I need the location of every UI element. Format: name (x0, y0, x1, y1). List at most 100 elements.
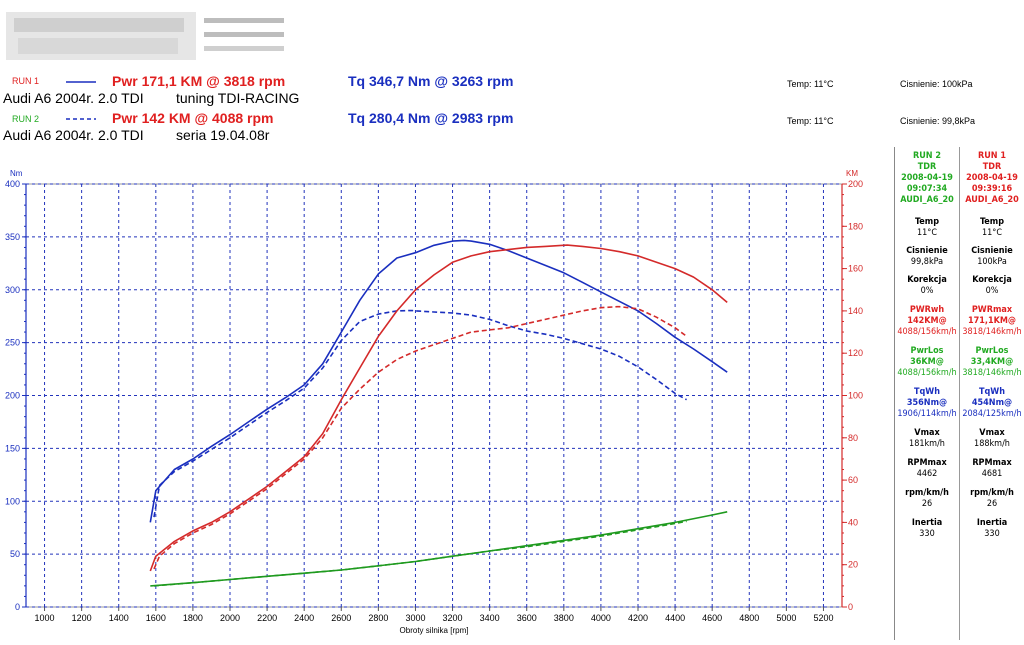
right-tick-label: 60 (848, 475, 858, 485)
run2-inertia-label: Inertia (911, 518, 943, 528)
x-tick-label: 1400 (109, 613, 129, 623)
right-tick-label: 160 (848, 264, 863, 274)
run1-car: Audi A6 2004r. 2.0 TDI (3, 90, 144, 106)
x-tick-label: 4600 (702, 613, 722, 623)
left-tick-label: 350 (5, 232, 20, 242)
run1-torque: Tq 346,7 Nm @ 3263 rpm (348, 73, 514, 89)
series-line (149, 244, 728, 572)
x-tick-label: 3400 (480, 613, 500, 623)
series-line (153, 520, 687, 587)
run1-temp-value: 11°C (981, 228, 1002, 238)
run2-power: Pwr 142 KM @ 4088 rpm (112, 110, 274, 126)
run1-inertia-value: 330 (984, 529, 1000, 539)
run1-rpm-value: 4681 (981, 469, 1003, 479)
series-line (153, 305, 688, 570)
run2-pressure: Cisnienie: 99,8kPa (900, 116, 976, 126)
right-tick-label: 140 (848, 306, 863, 316)
x-tick-label: 4800 (739, 613, 759, 623)
run1-pwr-value: 171,1KM@ (967, 316, 1017, 326)
x-tick-label: 4200 (628, 613, 648, 623)
x-tick-label: 4000 (591, 613, 611, 623)
run1-pwr-label: PWRmax (971, 305, 1013, 315)
x-tick-label: 2000 (220, 613, 240, 623)
run2-note: seria 19.04.08r (176, 127, 270, 143)
x-tick-label: 2200 (257, 613, 277, 623)
run2-panel-date: 2008-04-19 (901, 173, 953, 183)
run2-kor-label: Korekcja (907, 275, 947, 285)
dyno-chart: 1000 1200 1400 1600 1800 2000 2200 2400 2600 2800… (5, 169, 863, 635)
x-tick-label: 3200 (443, 613, 463, 623)
x-tick-label: 5000 (776, 613, 796, 623)
run2-rpm-label: RPMmax (907, 458, 947, 468)
run1-vmax-value: 188km/h (974, 439, 1010, 449)
run2-rpm-value: 4462 (916, 469, 938, 479)
x-tick-label: 3600 (517, 613, 537, 623)
tdi-racing-logo (4, 8, 290, 64)
run2-panel-time: 09:07:34 (906, 184, 948, 194)
series-line (150, 511, 728, 587)
run1-solid-line-icon (66, 81, 96, 83)
run2-los-at: 4088/156km/h (897, 368, 957, 378)
run2-torque: Tq 280,4 Nm @ 2983 rpm (348, 110, 514, 126)
run2-vmax-value: 181km/h (909, 439, 945, 449)
run1-rpm-label: RPMmax (972, 458, 1012, 468)
run2-dashed-line-icon (66, 118, 96, 120)
run2-ratio-label: rpm/km/h (905, 488, 949, 498)
stats-panel: RUN 2 TDR 2008-04-19 09:07:34 AUDI_A6_20… (894, 147, 1024, 640)
run1-panel-time: 09:39:16 (971, 184, 1013, 194)
run1-power: Pwr 171,1 KM @ 3818 rpm (112, 73, 286, 89)
run1-panel-date: 2008-04-19 (966, 173, 1018, 183)
right-tick-label: 100 (848, 391, 863, 401)
left-unit-label: Nm (10, 169, 23, 178)
run2-stats-column: RUN 2 TDR 2008-04-19 09:07:34 AUDI_A6_20… (895, 147, 960, 640)
run1-temp-label: Temp (979, 217, 1005, 227)
run2-vmax-label: Vmax (914, 428, 940, 438)
run2-tq-label: TqWh (913, 387, 941, 397)
right-unit-label: KM (846, 169, 858, 178)
run2-los-label: PwrLos (910, 346, 944, 356)
run2-los-value: 36KM@ (910, 357, 944, 367)
right-tick-label: 40 (848, 517, 858, 527)
left-tick-label: 300 (5, 285, 20, 295)
run1-panel-file: AUDI_A6_20 (965, 195, 1019, 205)
run2-tq-value: 356Nm@ (906, 398, 948, 408)
right-tick-label: 180 (848, 221, 863, 231)
x-axis-label: Obroty silnika [rpm] (400, 626, 469, 635)
run1-vmax-label: Vmax (979, 428, 1005, 438)
run2-car: Audi A6 2004r. 2.0 TDI (3, 127, 144, 143)
left-tick-label: 250 (5, 338, 20, 348)
run1-pressure: Cisnienie: 100kPa (900, 79, 973, 89)
x-tick-label: 5200 (813, 613, 833, 623)
run1-tq-label: TqWh (978, 387, 1006, 397)
run2-pwr-at: 4088/156km/h (897, 327, 957, 337)
right-tick-label: 80 (848, 433, 858, 443)
x-tick-label: 1600 (146, 613, 166, 623)
x-tick-label: 3000 (405, 613, 425, 623)
run2-press-value: 99,8kPa (910, 257, 944, 267)
run2-pwr-label: PWRwh (909, 305, 945, 315)
run2-label: RUN 2 (12, 114, 40, 124)
run2-temp-value: 11°C (916, 228, 937, 238)
right-tick-label: 120 (848, 348, 863, 358)
dyno-chart-frame: 1000 1200 1400 1600 1800 2000 2200 2400 2600 2800… (0, 147, 894, 640)
run2-kor-value: 0% (920, 286, 934, 296)
run2-panel-tdr: TDR (917, 162, 937, 172)
left-tick-label: 400 (5, 179, 20, 189)
run1-ratio-value: 26 (986, 499, 998, 509)
run2-press-label: Cisnienie (906, 246, 948, 256)
run2-panel-title: RUN 2 (912, 151, 942, 161)
left-tick-label: 100 (5, 496, 20, 506)
run1-stats-column: RUN 1 TDR 2008-04-19 09:39:16 AUDI_A6_20… (960, 147, 1024, 640)
run2-panel-file: AUDI_A6_20 (900, 195, 954, 205)
x-tick-label: 1800 (183, 613, 203, 623)
right-tick-label: 200 (848, 179, 863, 189)
run1-panel-tdr: TDR (982, 162, 1002, 172)
run2-ratio-value: 26 (921, 499, 933, 509)
run1-inertia-label: Inertia (976, 518, 1008, 528)
left-tick-label: 200 (5, 391, 20, 401)
right-tick-label: 0 (848, 602, 853, 612)
x-tick-label: 2600 (331, 613, 351, 623)
run1-los-label: PwrLos (975, 346, 1009, 356)
run1-tq-value: 454Nm@ (971, 398, 1013, 408)
series-line (149, 239, 728, 523)
